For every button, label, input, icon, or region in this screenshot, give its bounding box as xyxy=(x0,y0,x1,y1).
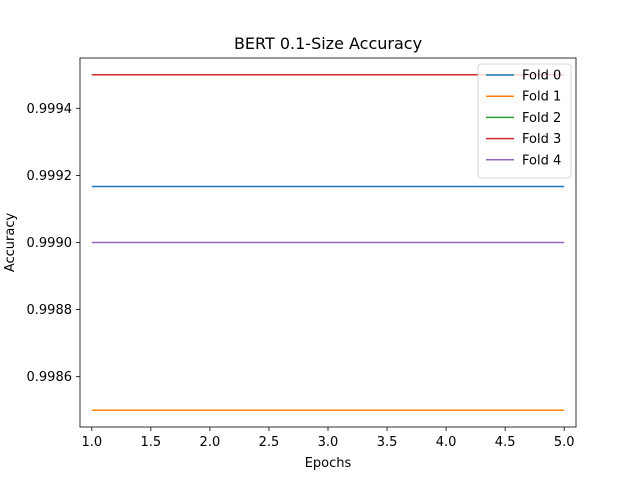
x-tick-label: 3.0 xyxy=(318,435,339,450)
legend-box xyxy=(477,63,572,179)
y-tick-label: 0.9990 xyxy=(27,236,73,251)
x-tick-label: 3.5 xyxy=(377,435,398,450)
x-tick-label: 4.0 xyxy=(436,435,457,450)
x-axis: 1.0 1.5 2.0 2.5 3.0 3.5 4.0 4.5 5.0 xyxy=(81,427,575,450)
y-tick-label: 0.9986 xyxy=(27,370,73,385)
legend-label: Fold 2 xyxy=(522,111,561,126)
x-tick-label: 4.5 xyxy=(495,435,516,450)
y-tick-label: 0.9988 xyxy=(27,303,73,318)
x-tick-label: 1.5 xyxy=(141,435,162,450)
legend-label: Fold 4 xyxy=(522,153,561,168)
legend-label: Fold 1 xyxy=(522,90,561,105)
y-axis: 0.9986 0.9988 0.9990 0.9992 0.9994 xyxy=(27,102,80,385)
chart-title: BERT 0.1-Size Accuracy xyxy=(234,34,422,53)
y-axis-title: Accuracy xyxy=(3,213,18,273)
x-tick-label: 1.0 xyxy=(81,435,102,450)
legend-label: Fold 3 xyxy=(522,132,561,147)
y-tick-label: 0.9992 xyxy=(27,169,73,184)
x-tick-label: 5.0 xyxy=(554,435,575,450)
x-tick-label: 2.0 xyxy=(200,435,221,450)
legend-label: Fold 0 xyxy=(522,69,561,84)
x-tick-label: 2.5 xyxy=(259,435,280,450)
x-axis-title: Epochs xyxy=(305,456,352,471)
y-tick-label: 0.9994 xyxy=(27,102,73,117)
legend: Fold 0 Fold 1 Fold 2 Fold 3 Fold 4 xyxy=(477,63,572,179)
